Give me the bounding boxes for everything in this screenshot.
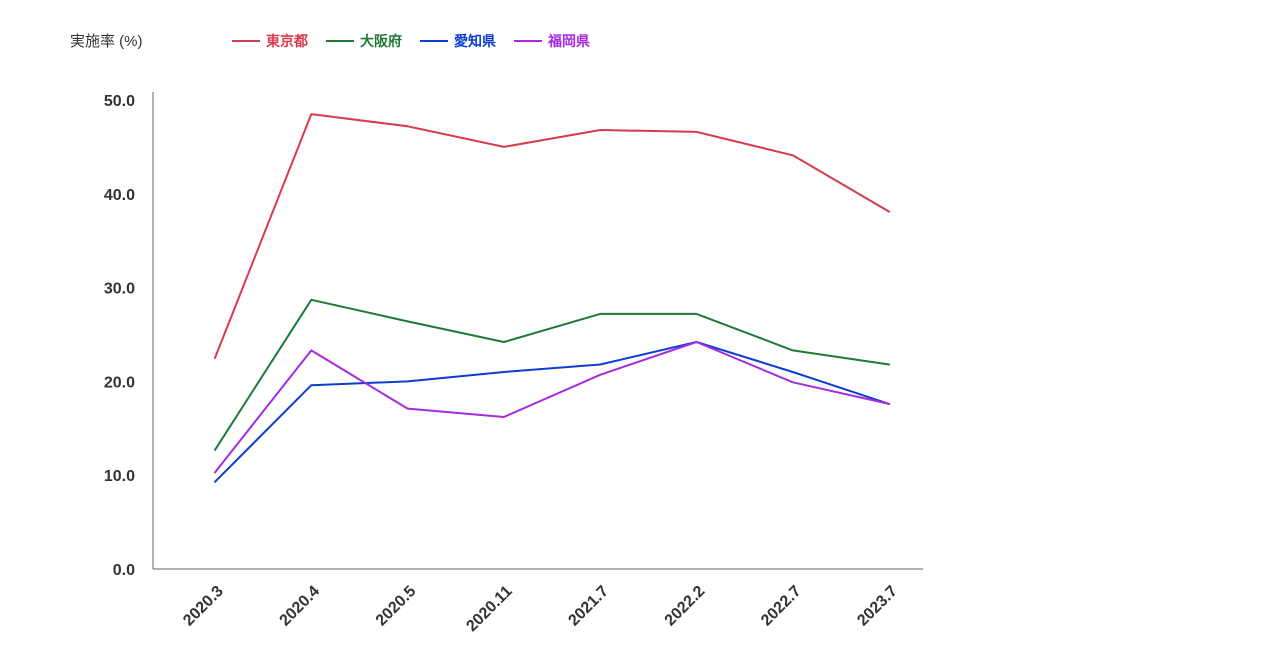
x-tick-label: 2021.7 <box>565 583 612 630</box>
series-line-0 <box>214 113 891 359</box>
legend-label-tokyo: 東京都 <box>266 33 308 49</box>
x-tick-label: 2020.11 <box>463 583 515 635</box>
y-axis-title: 実施率 (%) <box>70 33 143 50</box>
legend-swatch-fukuoka <box>514 40 542 42</box>
series-line-3 <box>214 341 891 474</box>
legend-label-aichi: 愛知県 <box>454 33 496 49</box>
x-tick-label: 2023.7 <box>854 583 901 630</box>
y-tick-label: 20.0 <box>104 374 135 391</box>
legend-item-fukuoka: 福岡県 <box>514 31 590 51</box>
legend-swatch-osaka <box>326 40 354 42</box>
y-tick-label: 0.0 <box>113 562 135 579</box>
legend-label-fukuoka: 福岡県 <box>548 33 590 49</box>
legend-swatch-aichi <box>420 40 448 42</box>
legend: 東京都 大阪府 愛知県 福岡県 <box>232 31 590 51</box>
y-tick-label: 40.0 <box>104 187 135 204</box>
legend-label-osaka: 大阪府 <box>360 33 402 49</box>
x-tick-label: 2022.2 <box>662 583 709 630</box>
legend-item-aichi: 愛知県 <box>420 31 496 51</box>
legend-item-osaka: 大阪府 <box>326 31 402 51</box>
y-tick-label: 30.0 <box>104 281 135 298</box>
x-tick-label: 2020.4 <box>277 583 324 630</box>
legend-item-tokyo: 東京都 <box>232 31 308 51</box>
y-tick-label: 10.0 <box>104 468 135 485</box>
x-tick-label: 2022.7 <box>758 583 805 630</box>
x-tick-label: 2020.5 <box>373 583 420 630</box>
series-line-2 <box>214 341 891 483</box>
series-line-1 <box>214 298 891 451</box>
y-tick-label: 50.0 <box>104 93 135 110</box>
legend-swatch-tokyo <box>232 40 260 42</box>
x-tick-label: 2020.3 <box>180 583 227 630</box>
